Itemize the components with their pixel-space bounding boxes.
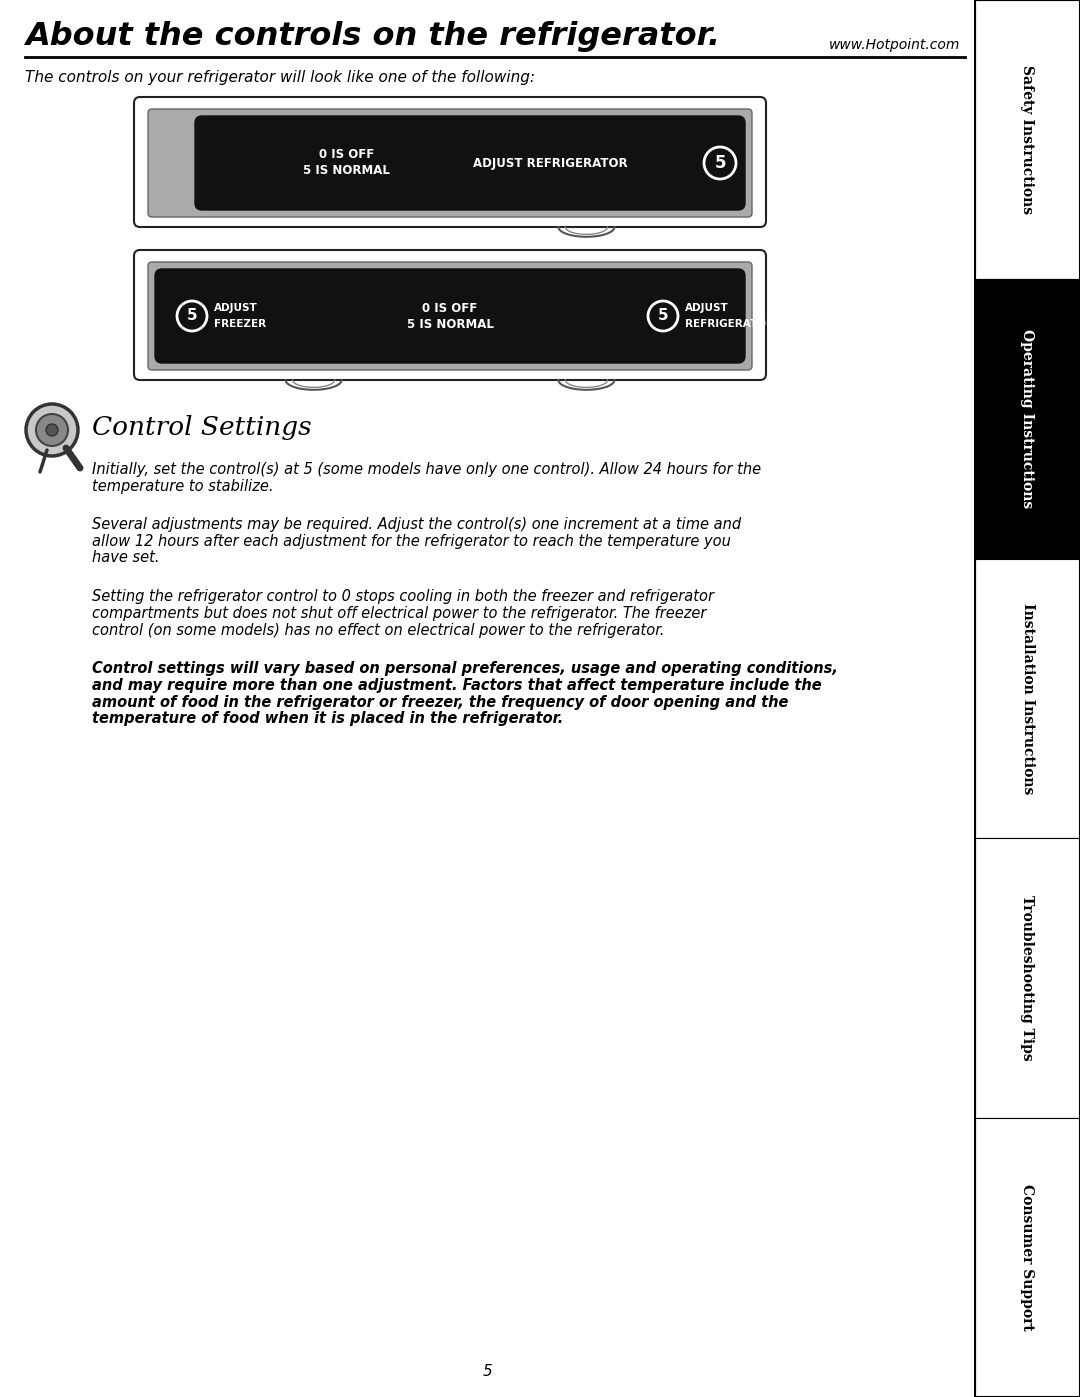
Text: 0 IS OFF: 0 IS OFF [319,148,375,162]
Text: 5 IS NORMAL: 5 IS NORMAL [406,317,494,331]
Text: 0 IS OFF: 0 IS OFF [422,302,477,314]
Bar [975,838,1080,1118]
Circle shape [36,414,68,446]
Text: and may require more than one adjustment. Factors that affect temperature includ: and may require more than one adjustment… [92,678,822,693]
Text: Installation Instructions: Installation Instructions [1021,604,1035,793]
Text: REFRIGERATOR: REFRIGERATOR [685,319,774,330]
Bar [975,1118,1080,1397]
Circle shape [46,425,58,436]
FancyBboxPatch shape [156,270,745,363]
Text: ADJUST: ADJUST [214,303,258,313]
Bar [975,559,1080,838]
Text: FREEZER: FREEZER [214,319,266,330]
Circle shape [648,300,678,331]
FancyBboxPatch shape [134,250,766,380]
FancyBboxPatch shape [148,263,752,370]
FancyBboxPatch shape [195,116,745,210]
Bar [975,279,1080,559]
Circle shape [704,147,735,179]
Text: Troubleshooting Tips: Troubleshooting Tips [1021,895,1035,1060]
Text: Control settings will vary based on personal preferences, usage and operating co: Control settings will vary based on pers… [92,662,838,676]
Text: 5: 5 [658,309,669,324]
Text: Several adjustments may be required. Adjust the control(s) one increment at a ti: Several adjustments may be required. Adj… [92,517,741,532]
FancyBboxPatch shape [148,109,752,217]
Text: 5: 5 [187,309,198,324]
Text: Safety Instructions: Safety Instructions [1021,66,1035,214]
Text: control (on some models) has no effect on electrical power to the refrigerator.: control (on some models) has no effect o… [92,623,664,637]
Text: have set.: have set. [92,550,160,566]
FancyBboxPatch shape [134,96,766,226]
Text: 5: 5 [483,1365,492,1379]
Text: ADJUST: ADJUST [685,303,729,313]
Text: temperature of food when it is placed in the refrigerator.: temperature of food when it is placed in… [92,711,564,726]
Text: Initially, set the control(s) at 5 (some models have only one control). Allow 24: Initially, set the control(s) at 5 (some… [92,462,761,476]
Circle shape [177,300,207,331]
Text: amount of food in the refrigerator or freezer, the frequency of door opening and: amount of food in the refrigerator or fr… [92,694,788,710]
Text: About the controls on the refrigerator.: About the controls on the refrigerator. [25,21,720,52]
Text: The controls on your refrigerator will look like one of the following:: The controls on your refrigerator will l… [25,70,535,85]
Text: ADJUST REFRIGERATOR: ADJUST REFRIGERATOR [473,156,627,169]
Text: 5: 5 [714,154,726,172]
Text: Setting the refrigerator control to 0 stops cooling in both the freezer and refr: Setting the refrigerator control to 0 st… [92,590,714,605]
Bar [975,0,1080,1397]
Text: www.Hotpoint.com: www.Hotpoint.com [828,38,960,52]
Text: Control Settings: Control Settings [92,415,312,440]
Circle shape [26,404,78,455]
Bar [975,0,1080,279]
Text: Operating Instructions: Operating Instructions [1021,330,1035,509]
Text: allow 12 hours after each adjustment for the refrigerator to reach the temperatu: allow 12 hours after each adjustment for… [92,534,731,549]
Text: temperature to stabilize.: temperature to stabilize. [92,479,273,493]
Text: compartments but does not shut off electrical power to the refrigerator. The fre: compartments but does not shut off elect… [92,606,706,622]
Text: Consumer Support: Consumer Support [1021,1183,1035,1331]
Text: 5 IS NORMAL: 5 IS NORMAL [303,165,390,177]
